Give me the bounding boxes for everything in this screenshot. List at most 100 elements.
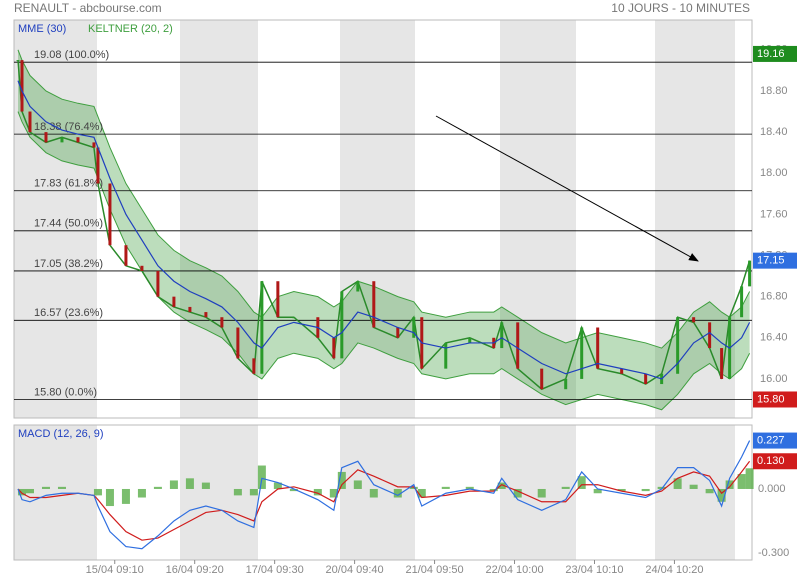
- histogram-bar: [689, 484, 698, 489]
- histogram-bar: [725, 480, 734, 489]
- histogram-bar: [153, 486, 162, 489]
- y-tick-label: 16.40: [760, 332, 788, 344]
- histogram-bar: [745, 468, 754, 489]
- candle: [292, 317, 296, 319]
- candle: [76, 137, 80, 143]
- x-tick-label: 21/04 09:50: [406, 564, 464, 576]
- candle: [644, 373, 648, 385]
- candle: [188, 306, 192, 313]
- candle: [468, 337, 472, 343]
- candle: [96, 147, 100, 184]
- histogram-bar: [249, 488, 258, 496]
- candle: [156, 270, 160, 297]
- histogram-bar: [313, 488, 322, 496]
- badge-label: 0.130: [757, 455, 785, 467]
- histogram-bar: [201, 482, 210, 489]
- histogram-bar: [513, 488, 522, 498]
- y-tick-label: 16.00: [760, 373, 788, 385]
- x-tick-label: 24/04 10:20: [645, 564, 703, 576]
- candle: [220, 317, 224, 328]
- legend-mme: MME (30): [18, 23, 66, 35]
- macd-title: MACD (12, 26, 9): [18, 428, 104, 440]
- value-badge: [753, 391, 797, 408]
- y-tick-label: 18.40: [760, 126, 788, 138]
- histogram-bar: [257, 465, 266, 489]
- fib-label: 17.83 (61.8%): [34, 178, 103, 190]
- legend-keltner: KELTNER (20, 2): [88, 23, 173, 35]
- candle: [720, 348, 724, 379]
- histogram-bar: [409, 486, 418, 489]
- period: 10 JOURS - 10 MINUTES: [611, 1, 750, 15]
- x-tick-label: 17/04 09:30: [246, 564, 304, 576]
- histogram-bar: [17, 488, 26, 496]
- badge-label: 17.15: [757, 255, 785, 267]
- candle: [260, 281, 264, 374]
- fib-label: 18.38 (76.4%): [34, 121, 103, 133]
- candle: [236, 327, 240, 359]
- histogram-bar: [657, 486, 666, 489]
- candle: [276, 281, 280, 318]
- candle: [540, 368, 544, 390]
- histogram-bar: [441, 486, 450, 489]
- macd-frame: [13, 424, 753, 561]
- histogram-bar: [393, 488, 402, 498]
- keltner-fill: [17, 49, 750, 410]
- y-tick-label: 0.000: [758, 483, 786, 495]
- candle: [28, 111, 32, 133]
- x-tick-label: 15/04 09:10: [86, 564, 144, 576]
- value-badge: [753, 45, 797, 62]
- y-tick-label: 18.00: [760, 167, 788, 179]
- histogram-bar: [417, 488, 426, 498]
- candle: [372, 281, 376, 328]
- histogram-bar: [329, 488, 338, 498]
- histogram-bar: [561, 486, 570, 489]
- histogram-bar: [489, 488, 498, 492]
- badge-label: 19.16: [757, 48, 785, 60]
- candle: [204, 312, 208, 318]
- signal-line: [17, 460, 751, 541]
- x-tick-label: 22/04 10:00: [485, 564, 543, 576]
- histogram-bar: [465, 486, 474, 489]
- fib-label: 15.80 (0.0%): [34, 386, 97, 398]
- y-tick-label: 17.60: [760, 208, 788, 220]
- candle: [332, 337, 336, 359]
- fib-label: 16.57 (23.6%): [34, 307, 103, 319]
- candle: [172, 296, 176, 307]
- candle: [252, 358, 256, 374]
- histogram-bar: [497, 482, 506, 489]
- x-tick-label: 20/04 09:40: [326, 564, 384, 576]
- histogram-bar: [137, 488, 146, 498]
- histogram-bar: [233, 488, 242, 496]
- trend-arrow: [435, 115, 699, 262]
- histogram-bar: [41, 486, 50, 489]
- keltner-lower: [17, 111, 751, 411]
- candle: [124, 245, 128, 266]
- candle: [60, 137, 64, 143]
- candle: [444, 342, 448, 369]
- chart-title: RENAULT - abcbourse.com: [14, 1, 162, 15]
- histogram-bar: [185, 478, 194, 489]
- histogram-bar: [273, 482, 282, 489]
- candle: [692, 317, 696, 323]
- candle: [748, 260, 752, 287]
- candle: [516, 322, 520, 369]
- histogram-bar: [105, 488, 114, 507]
- candle: [740, 286, 744, 318]
- price-frame: [13, 19, 753, 419]
- histogram-bar: [25, 488, 34, 494]
- candle: [92, 142, 96, 148]
- histogram-bar: [577, 476, 586, 489]
- candle: [620, 368, 624, 374]
- badge-label: 15.80: [757, 393, 785, 405]
- histogram-bar: [537, 488, 546, 498]
- candle: [340, 291, 344, 359]
- histogram-bar: [617, 488, 626, 492]
- badge-label: 0.227: [757, 434, 785, 446]
- histogram-bar: [93, 488, 102, 496]
- y-tick-label: -0.300: [758, 547, 789, 559]
- histogram-bar: [289, 488, 298, 492]
- candle: [676, 317, 680, 374]
- fib-label: 19.08 (100.0%): [34, 49, 109, 61]
- histogram-bar: [369, 488, 378, 498]
